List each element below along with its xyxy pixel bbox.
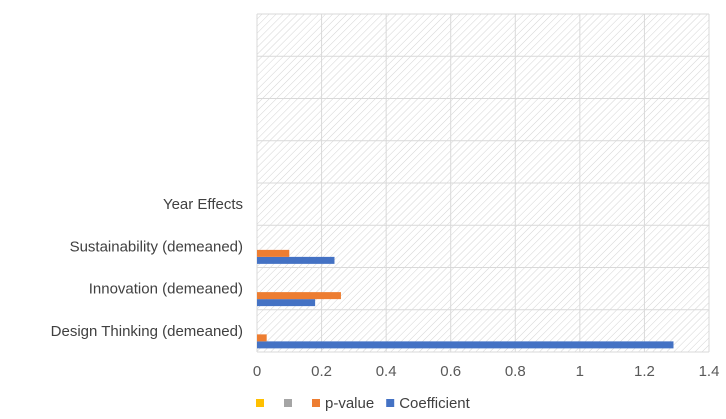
bars xyxy=(257,249,674,349)
x-tick-label: 0.2 xyxy=(311,363,332,380)
legend-label: p-value xyxy=(325,395,374,412)
p-value-bar xyxy=(257,249,290,257)
legend-swatch xyxy=(386,399,395,407)
category-label: Year Effects xyxy=(163,196,243,213)
x-tick-label: 1.4 xyxy=(699,363,720,380)
coefficient-bar xyxy=(257,299,316,307)
x-axis-tick-labels: 0 0.2 0.4 0.6 0.8 1 1.2 1.4 xyxy=(253,363,720,380)
legend-swatch xyxy=(256,399,264,407)
category-labels: Design Thinking (demeaned) Innovation (de… xyxy=(51,196,243,340)
x-tick-label: 1 xyxy=(576,363,584,380)
coefficient-bar xyxy=(257,256,335,264)
gridlines xyxy=(256,13,710,353)
legend-label: Coefficient xyxy=(399,395,470,412)
coefficient-bar xyxy=(257,341,674,349)
category-label: Sustainability (demeaned) xyxy=(70,238,243,255)
p-value-bar xyxy=(257,334,267,342)
x-tick-label: 1.2 xyxy=(634,363,655,380)
legend-swatch xyxy=(312,399,320,407)
legend-swatch xyxy=(284,399,292,407)
category-label: Innovation (demeaned) xyxy=(89,281,243,298)
x-tick-label: 0.8 xyxy=(505,363,526,380)
x-tick-label: 0.4 xyxy=(376,363,397,380)
category-label: Design Thinking (demeaned) xyxy=(51,323,243,340)
x-tick-label: 0.6 xyxy=(440,363,461,380)
x-tick-label: 0 xyxy=(253,363,261,380)
p-value-bar xyxy=(257,292,341,300)
legend: p-value Coefficient xyxy=(256,395,471,412)
